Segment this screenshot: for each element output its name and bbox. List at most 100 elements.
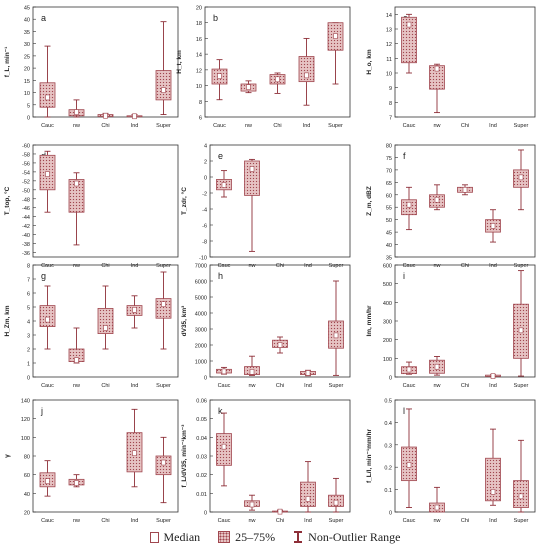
panel-f: 35 40 45 50 55 60 65 70 75 80 Z_m, dBZ f Cauc nw Chi In… (366, 144, 536, 269)
iqr-box (485, 457, 501, 502)
y-tick-label: 0.05 (196, 417, 207, 423)
median-marker (490, 489, 496, 495)
y-tick-label: 400 (383, 301, 392, 307)
x-tick-label: Super (156, 518, 171, 524)
x-tick-label: Chi (273, 123, 281, 129)
legend-median: Median (149, 530, 200, 545)
x-tick-label: Super (329, 383, 344, 389)
median-marker (132, 306, 137, 313)
y-axis-label: γ (4, 454, 11, 458)
y-axis-label: dV35, km³ (181, 305, 188, 337)
median-marker (333, 33, 338, 39)
panel-k: 0 0.01 0.02 0.03 0.04 0.05 0.06 f_L/dV35, min⁻¹… (181, 399, 351, 524)
y-tick-label: 7 (27, 278, 30, 284)
x-tick-label: Ind (489, 383, 497, 389)
median-marker (249, 369, 255, 375)
y-tick-label: 0 (27, 116, 30, 122)
y-axis-label: T_top, °C (3, 186, 11, 215)
x-tick-label: Chi (461, 383, 469, 389)
y-tick-label: 60 (24, 473, 30, 479)
legend-range-label: Non-Outlier Range (308, 529, 401, 544)
median-marker (333, 332, 339, 339)
y-tick-label: -50 (22, 188, 30, 194)
y-tick-label: 80 (386, 144, 392, 150)
median-marker (74, 480, 79, 486)
median-marker (434, 196, 440, 203)
median-marker (490, 373, 496, 379)
iqr-box (300, 481, 316, 507)
median-marker (406, 201, 412, 208)
y-axis-label: f_L/dV35, min⁻¹km⁻³ (181, 424, 188, 488)
x-tick-label: Ind (489, 123, 497, 129)
median-marker (434, 363, 440, 370)
legend-range: Non-Outlier Range (293, 530, 400, 545)
x-tick-label: Cauc (41, 383, 54, 389)
y-axis-label: H_Zm, km (4, 305, 11, 336)
median-marker (74, 357, 79, 364)
x-tick-label: Chi (101, 263, 109, 269)
x-tick-label: Ind (489, 518, 497, 524)
y-tick-label: 40 (386, 243, 392, 249)
iqr-box (97, 307, 114, 334)
panel-letter: k (218, 406, 223, 416)
y-tick-label: 80 (24, 455, 30, 461)
x-tick-label: Super (514, 123, 529, 129)
x-tick-label: Cauc (213, 123, 226, 129)
x-tick-label: Ind (489, 263, 497, 269)
legend-box-swatch (218, 531, 231, 543)
y-tick-label: 20 (24, 511, 30, 517)
y-tick-label: 55 (386, 206, 392, 212)
median-marker (103, 325, 108, 331)
y-tick-label: 140 (21, 399, 30, 405)
x-tick-label: Ind (131, 383, 139, 389)
x-tick-label: nw (73, 123, 80, 129)
y-tick-label: 45 (386, 231, 392, 237)
y-tick-label: 10 (24, 91, 30, 97)
y-tick-label: 120 (21, 417, 30, 423)
median-marker (277, 342, 283, 348)
y-tick-label: 2 (204, 160, 207, 166)
median-marker (305, 496, 311, 502)
y-tick-label: 40 (24, 492, 30, 498)
x-tick-label: nw (433, 263, 440, 269)
iqr-box (244, 160, 260, 196)
plot-frame (394, 144, 536, 258)
y-tick-label: 7 (389, 116, 392, 122)
y-tick-label: 12 (196, 68, 202, 74)
y-axis-label: Z_m, dBZ (366, 186, 373, 216)
y-tick-label: -40 (22, 233, 30, 239)
median-marker (221, 182, 227, 188)
panel-j: 20 40 60 80 100 120 140 γ j Cauc nw Chi Ind Super (4, 399, 179, 524)
x-tick-label: Cauc (218, 263, 231, 269)
x-tick-label: Cauc (403, 123, 416, 129)
median-marker (406, 366, 412, 373)
panel-letter: f (403, 151, 406, 161)
y-tick-label: 60 (386, 193, 392, 199)
median-marker (518, 493, 524, 500)
y-tick-label: 0 (204, 511, 207, 517)
y-tick-label: -4 (202, 208, 207, 214)
legend-median-swatch (149, 531, 159, 543)
median-marker (305, 370, 311, 376)
y-tick-label: -38 (22, 242, 30, 248)
panel-e: -10 -8 -6 -4 -2 0 2 4 T_zdr, °C e Cauc nw Chi Ind Supe… (180, 144, 351, 269)
y-tick-label: 0 (27, 376, 30, 382)
median-marker (277, 508, 283, 515)
y-tick-label: 6 (199, 116, 202, 122)
y-tick-label: 40 (24, 18, 30, 24)
y-tick-label: 5 (27, 306, 30, 312)
plot-frame (204, 6, 351, 118)
y-tick-label: 3000 (195, 328, 207, 334)
y-tick-label: 8 (27, 264, 30, 270)
median-marker (103, 112, 108, 119)
y-tick-label: -48 (22, 197, 30, 203)
y-tick-label: 6 (27, 292, 30, 298)
y-tick-label: 0 (204, 376, 207, 382)
y-tick-label: 45 (24, 6, 30, 12)
x-tick-label: Super (514, 518, 529, 524)
y-tick-label: 100 (21, 436, 30, 442)
x-tick-label: Cauc (218, 518, 231, 524)
y-tick-label: 15 (24, 79, 30, 85)
y-tick-label: 35 (24, 30, 30, 36)
